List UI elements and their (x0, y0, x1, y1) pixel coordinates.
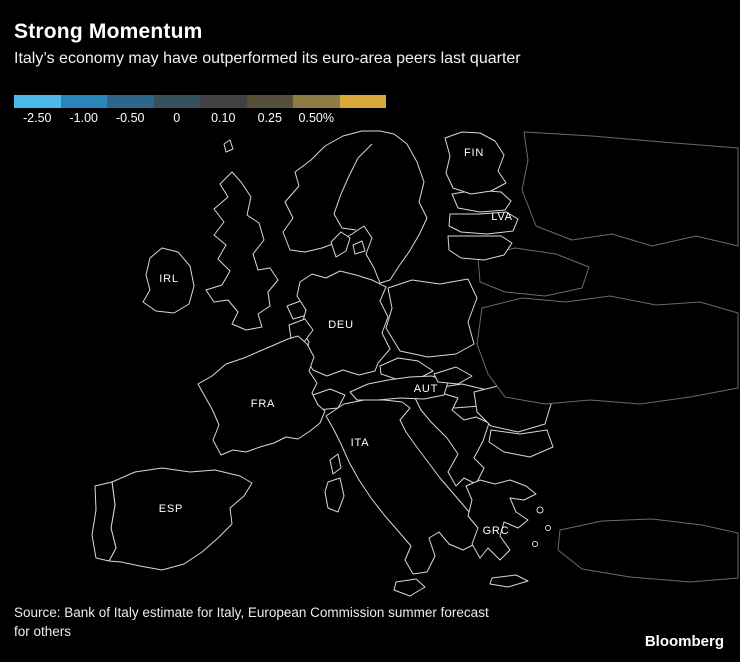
country-sicily (393, 578, 426, 597)
country-poland (385, 278, 478, 358)
source-note: Source: Bank of Italy estimate for Italy… (14, 603, 489, 641)
country-spain (108, 467, 253, 571)
legend-segment-0 (14, 95, 61, 108)
legend-label-0: -2.50 (23, 111, 52, 125)
source-line-2: for others (14, 624, 72, 639)
country-italy (325, 399, 485, 575)
country-label-grc: GRC (483, 525, 510, 537)
legend-label-1: -1.00 (69, 111, 99, 125)
country-belgium (288, 318, 314, 343)
country-label-ita: ITA (351, 437, 370, 449)
legend-segment-7 (339, 95, 386, 108)
country-portugal (91, 481, 117, 562)
legend-segment-3 (153, 95, 200, 108)
legend-labels: -2.50 -1.00 -0.50 0 0.10 0.25 0.50% (14, 111, 386, 127)
country-belarus (477, 247, 590, 297)
country-latvia (448, 211, 519, 235)
country-greece (465, 479, 537, 561)
source-line-1: Source: Bank of Italy estimate for Italy… (14, 605, 489, 620)
europe-map: FIN LVA IRL DEU FRA AUT ITA ESP GRC (91, 130, 739, 597)
legend-segment-6 (293, 95, 340, 108)
legend-label-6: 0.50% (298, 111, 334, 125)
country-turkey (557, 518, 739, 583)
legend-bar (14, 95, 386, 108)
legend-label-4: 0.10 (211, 111, 236, 125)
country-label-deu: DEU (328, 319, 354, 331)
border-norway-sweden (333, 143, 373, 231)
legend-label-5: 0.25 (257, 111, 282, 125)
country-bulgaria (488, 429, 554, 458)
country-uk (205, 171, 279, 331)
country-shetland (223, 139, 234, 153)
country-label-esp: ESP (159, 503, 183, 515)
country-label-fra: FRA (251, 398, 275, 410)
country-label-lva: LVA (491, 211, 513, 223)
country-label-aut: AUT (414, 383, 438, 395)
bloomberg-logo: Bloomberg (644, 633, 724, 650)
country-label-irl: IRL (159, 273, 179, 285)
country-denmark (330, 231, 351, 258)
legend-segment-4 (200, 95, 247, 108)
legend-segment-5 (246, 95, 293, 108)
country-corsica (329, 453, 342, 475)
legend-segment-1 (60, 95, 107, 108)
country-finland (444, 131, 507, 195)
legend-segment-2 (107, 95, 154, 108)
chart-subtitle: Italy’s economy may have outperformed it… (14, 50, 521, 67)
country-slovakia (433, 366, 473, 385)
greek-island-2 (545, 525, 551, 531)
country-label-fin: FIN (464, 147, 484, 159)
country-balkans (413, 391, 490, 487)
country-russia (521, 131, 739, 247)
country-ireland (142, 247, 195, 314)
country-estonia (451, 189, 512, 213)
country-crete (489, 574, 529, 588)
page-title: Strong Momentum (14, 20, 203, 43)
legend-label-3: 0 (173, 111, 181, 125)
country-czechia (379, 357, 434, 381)
country-denmark-island (352, 240, 366, 255)
country-scandinavia (282, 130, 428, 284)
country-sardinia (324, 477, 345, 513)
country-lithuania (447, 235, 513, 261)
legend-label-2: -0.50 (116, 111, 145, 125)
greek-island-3 (532, 541, 538, 547)
country-ukraine (476, 295, 739, 405)
country-france (197, 335, 326, 456)
greek-island-1 (536, 506, 544, 514)
